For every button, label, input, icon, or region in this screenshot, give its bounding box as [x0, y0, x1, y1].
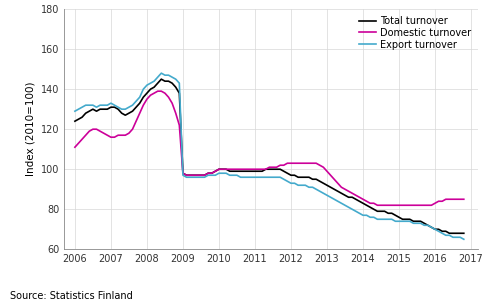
- Domestic turnover: [183, 173, 189, 177]
- Export turnover: [331, 197, 337, 201]
- Line: Domestic turnover: Domestic turnover: [75, 91, 464, 205]
- Line: Export turnover: Export turnover: [75, 73, 464, 239]
- Y-axis label: Index (2010=100): Index (2010=100): [25, 82, 35, 176]
- Export turnover: [288, 181, 294, 185]
- Domestic turnover: [331, 178, 337, 181]
- Domestic turnover: [155, 89, 161, 93]
- Total turnover: [331, 187, 337, 191]
- Total turnover: [284, 171, 290, 175]
- Total turnover: [447, 231, 453, 235]
- Domestic turnover: [72, 145, 78, 149]
- Total turnover: [101, 107, 106, 111]
- Domestic turnover: [205, 171, 211, 175]
- Total turnover: [158, 77, 164, 81]
- Domestic turnover: [101, 131, 106, 135]
- Export turnover: [101, 103, 106, 107]
- Domestic turnover: [284, 161, 290, 165]
- Export turnover: [183, 175, 189, 179]
- Export turnover: [72, 109, 78, 113]
- Domestic turnover: [461, 197, 467, 201]
- Export turnover: [284, 179, 290, 183]
- Total turnover: [288, 173, 294, 177]
- Domestic turnover: [374, 203, 380, 207]
- Line: Total turnover: Total turnover: [75, 79, 464, 233]
- Total turnover: [72, 119, 78, 123]
- Text: Source: Statistics Finland: Source: Statistics Finland: [10, 291, 133, 301]
- Export turnover: [158, 71, 164, 75]
- Domestic turnover: [288, 161, 294, 165]
- Total turnover: [183, 173, 189, 177]
- Total turnover: [461, 231, 467, 235]
- Total turnover: [205, 171, 211, 175]
- Export turnover: [205, 173, 211, 177]
- Export turnover: [461, 237, 467, 241]
- Legend: Total turnover, Domestic turnover, Export turnover: Total turnover, Domestic turnover, Expor…: [355, 12, 475, 54]
